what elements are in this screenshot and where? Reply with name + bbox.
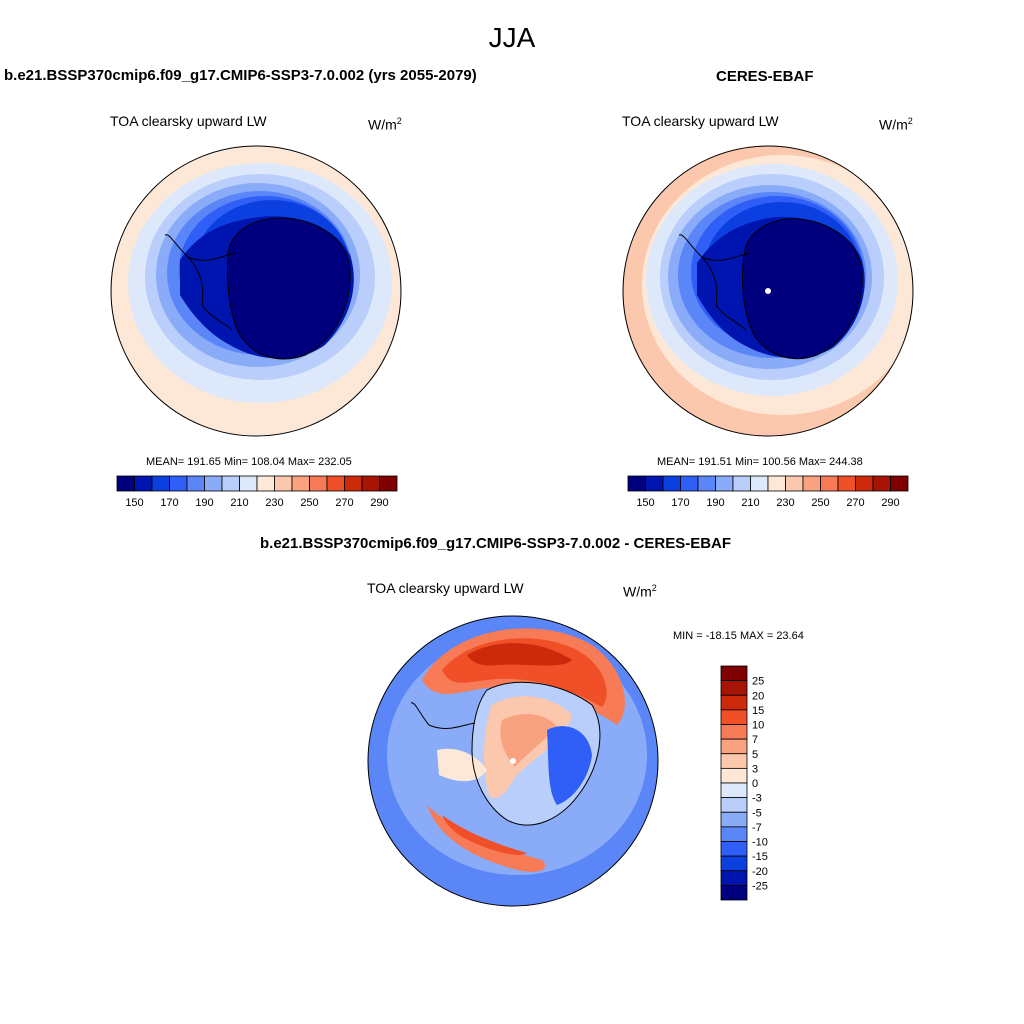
panel-3-variable-label: TOA clearsky upward LW bbox=[367, 580, 524, 596]
panel-2-colorbar: 150 170 190 210 230 250 270 290 bbox=[627, 475, 909, 509]
panel-3-colorbar-tick-label: -25 bbox=[752, 880, 768, 892]
panel-1-colorbar-swatch bbox=[204, 475, 223, 492]
panel-3-colorbar-tick-label: 20 bbox=[752, 690, 764, 702]
panel-2-units: W/m2 bbox=[879, 116, 913, 133]
panel-3-colorbar-swatch bbox=[720, 826, 748, 842]
panel-1-colorbar-swatch bbox=[291, 475, 310, 492]
panel-2-colorbar-swatch bbox=[802, 475, 821, 492]
panel-3-colorbar-swatch bbox=[720, 709, 748, 725]
panel-3-colorbar-swatch bbox=[720, 884, 748, 901]
panel-3-colorbar-tick-label: -7 bbox=[752, 822, 762, 834]
panel-3-colorbar-tick-label: -10 bbox=[752, 837, 768, 849]
panel-3-colorbar-tick-label: 10 bbox=[752, 720, 764, 732]
panel-1-colorbar-swatch bbox=[151, 475, 170, 492]
panel-1-colorbar-swatch bbox=[326, 475, 345, 492]
panel-1-colorbar-swatch bbox=[379, 475, 398, 492]
panel-2-colorbar-tick-label: 190 bbox=[706, 497, 724, 509]
panel-3-units: W/m2 bbox=[623, 583, 657, 600]
panel-2-colorbar-swatch bbox=[820, 475, 839, 492]
panel-1-colorbar-tick-label: 150 bbox=[125, 497, 143, 509]
panel-1-variable-label: TOA clearsky upward LW bbox=[110, 113, 267, 129]
panel-1-colorbar-tick-label: 210 bbox=[230, 497, 248, 509]
panel-1-colorbar-swatch bbox=[221, 475, 240, 492]
main-title: JJA bbox=[488, 22, 536, 53]
panel-1-units: W/m2 bbox=[368, 116, 402, 133]
panel-1-colorbar-tick-label: 170 bbox=[160, 497, 178, 509]
panel-2-colorbar-swatch bbox=[750, 475, 769, 492]
panel-3-colorbar-swatch bbox=[720, 680, 748, 696]
panel-2-colorbar-swatch bbox=[627, 475, 646, 492]
panel-3-colorbar-tick-label: 3 bbox=[752, 763, 758, 775]
panel-3-colorbar: 25 20 15 10 7 5 3 0 -3 -5 -7 -10 -15 -20 -25 bbox=[720, 665, 768, 901]
panel-1-colorbar-tick-label: 270 bbox=[335, 497, 353, 509]
panel-1-polar-map bbox=[110, 145, 402, 437]
panel-3-colorbar-swatch bbox=[720, 724, 748, 740]
panel-2-colorbar-tick-label: 150 bbox=[636, 497, 654, 509]
panel-2-variable-label: TOA clearsky upward LW bbox=[622, 113, 779, 129]
panel-3-colorbar-tick-label: -3 bbox=[752, 793, 762, 805]
panel-2-polar-map bbox=[622, 145, 914, 437]
panel-1-colorbar-swatch bbox=[256, 475, 275, 492]
panel-3-polar-map bbox=[367, 615, 659, 907]
panel-3-colorbar-tick-label: 0 bbox=[752, 778, 758, 790]
panel-2-title: CERES-EBAF bbox=[716, 68, 814, 85]
panel-3-colorbar-swatch bbox=[720, 841, 748, 857]
panel-1-colorbar-tick-label: 190 bbox=[195, 497, 213, 509]
panel-1-colorbar-swatch bbox=[344, 475, 363, 492]
panel-2-colorbar-swatch bbox=[837, 475, 856, 492]
panel-1-colorbar-swatch bbox=[186, 475, 205, 492]
panel-1-colorbar-swatch bbox=[361, 475, 380, 492]
panel-3-colorbar-swatch bbox=[720, 738, 748, 755]
panel-2-colorbar-swatch bbox=[680, 475, 699, 492]
panel-1-colorbar-swatch bbox=[274, 475, 293, 492]
panel-1-colorbar-tick-label: 290 bbox=[370, 497, 388, 509]
panel-1-colorbar-swatch bbox=[116, 475, 135, 492]
panel-1-colorbar: 150 170 190 210 230 250 270 290 bbox=[116, 475, 398, 509]
panel-2-colorbar-swatch bbox=[785, 475, 804, 492]
panel-3-colorbar-tick-label: 5 bbox=[752, 749, 758, 761]
panel-2-colorbar-swatch bbox=[645, 475, 664, 492]
panel-2-colorbar-swatch bbox=[662, 475, 681, 492]
panel-3-colorbar-tick-label: 25 bbox=[752, 676, 764, 688]
panel-2-colorbar-tick-label: 290 bbox=[881, 497, 899, 509]
panel-3-colorbar-swatch bbox=[720, 665, 748, 682]
panel-2-colorbar-swatch bbox=[715, 475, 734, 492]
panel-3-colorbar-swatch bbox=[720, 797, 748, 813]
panel-3-colorbar-swatch bbox=[720, 753, 748, 769]
panel-3-colorbar-tick-label: 7 bbox=[752, 734, 758, 746]
panel-3-colorbar-swatch bbox=[720, 870, 748, 886]
panel-2-colorbar-swatch bbox=[732, 475, 751, 492]
panel-1-title: b.e21.BSSP370cmip6.f09_g17.CMIP6-SSP3-7.… bbox=[4, 67, 477, 84]
panel-3-colorbar-tick-label: -15 bbox=[752, 851, 768, 863]
panel-1-stats: MEAN= 191.65 Min= 108.04 Max= 232.05 bbox=[146, 456, 352, 468]
panel-3-colorbar-swatch bbox=[720, 767, 748, 784]
panel-1-colorbar-tick-label: 250 bbox=[300, 497, 318, 509]
panel-2-colorbar-tick-label: 250 bbox=[811, 497, 829, 509]
panel-1-colorbar-swatch bbox=[309, 475, 328, 492]
panel-2-stats: MEAN= 191.51 Min= 100.56 Max= 244.38 bbox=[657, 456, 863, 468]
panel-2-colorbar-tick-label: 230 bbox=[776, 497, 794, 509]
panel-2-colorbar-tick-label: 270 bbox=[846, 497, 864, 509]
panel-2-colorbar-swatch bbox=[872, 475, 891, 492]
panel-3-colorbar-tick-label: 15 bbox=[752, 705, 764, 717]
panel-3-colorbar-swatch bbox=[720, 694, 748, 711]
panel-2-colorbar-swatch bbox=[767, 475, 786, 492]
panel-2-colorbar-swatch bbox=[697, 475, 716, 492]
panel-2-colorbar-tick-label: 170 bbox=[671, 497, 689, 509]
panel-3-colorbar-swatch bbox=[720, 855, 748, 872]
panel-1-colorbar-swatch bbox=[134, 475, 153, 492]
panel-3-colorbar-swatch bbox=[720, 811, 748, 828]
panel-3-colorbar-swatch bbox=[720, 782, 748, 799]
panel-3-colorbar-tick-label: -5 bbox=[752, 807, 762, 819]
panel-1-colorbar-swatch bbox=[239, 475, 258, 492]
panel-3-stats: MIN = -18.15 MAX = 23.64 bbox=[673, 630, 804, 642]
panel-3-colorbar-tick-label: -20 bbox=[752, 866, 768, 878]
panel-2-colorbar-swatch bbox=[855, 475, 874, 492]
panel-1-colorbar-swatch bbox=[169, 475, 188, 492]
panel-2-colorbar-swatch bbox=[890, 475, 909, 492]
panel-3-title: b.e21.BSSP370cmip6.f09_g17.CMIP6-SSP3-7.… bbox=[260, 535, 732, 552]
panel-2-colorbar-tick-label: 210 bbox=[741, 497, 759, 509]
panel-1-colorbar-tick-label: 230 bbox=[265, 497, 283, 509]
